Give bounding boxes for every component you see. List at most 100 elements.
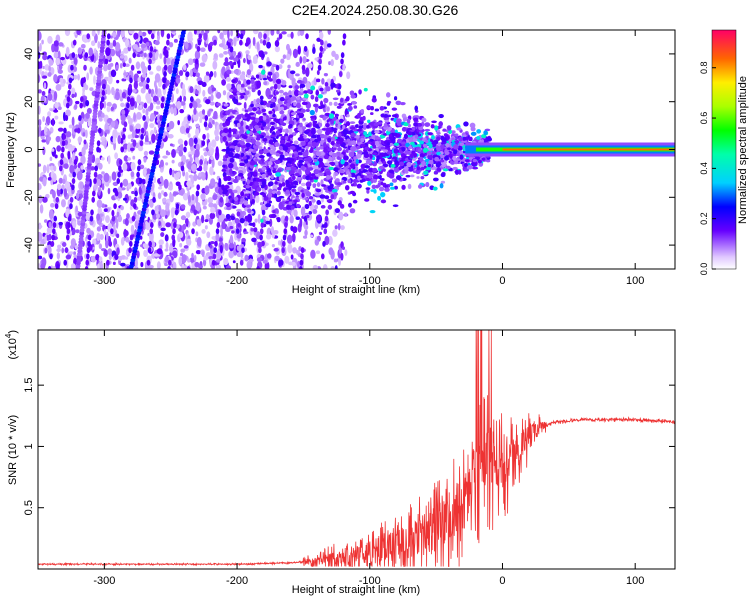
signal-cell — [298, 115, 304, 119]
signal-cell — [396, 138, 403, 144]
signal-cell — [411, 126, 416, 131]
signal-cell — [386, 142, 391, 146]
noise-cell — [103, 208, 108, 213]
signal-cell — [313, 103, 319, 108]
signal-cell — [304, 203, 310, 210]
noise-cell — [119, 182, 123, 188]
noise-cell — [61, 247, 65, 254]
signal-cell — [417, 184, 423, 189]
signal-cell — [318, 172, 325, 177]
noise-cell — [129, 205, 133, 211]
streak-cell — [73, 159, 78, 166]
signal-cell — [427, 163, 432, 168]
noise-cell — [163, 178, 169, 189]
signal-cell — [233, 57, 239, 62]
noise-cell — [111, 32, 117, 38]
signal-cell — [305, 191, 312, 197]
signal-cell — [346, 114, 350, 118]
x-tick-label: 100 — [626, 275, 644, 287]
noise-cell — [98, 213, 104, 217]
noise-cell — [165, 222, 171, 228]
spectrogram-y-label: Frequency (Hz) — [5, 112, 17, 188]
signal-cell — [333, 101, 338, 107]
noise-cell — [65, 109, 71, 117]
signal-cell — [404, 169, 409, 174]
signal-cell — [235, 228, 240, 234]
noise-cell — [160, 232, 165, 237]
signal-cell — [266, 61, 272, 67]
x-tick-label: -300 — [93, 275, 115, 287]
signal-cell — [281, 181, 286, 187]
noise-cell — [225, 76, 231, 82]
streak-cell — [69, 196, 74, 203]
streak-cell — [133, 196, 138, 203]
streak-cell — [69, 203, 73, 210]
signal-cell — [355, 124, 360, 129]
noise-cell — [330, 266, 335, 269]
signal-cell — [254, 181, 259, 186]
signal-cell — [349, 208, 356, 214]
signal-cell — [380, 181, 384, 186]
signal-cell — [309, 149, 314, 154]
streak-cell — [52, 228, 56, 235]
noise-cell — [202, 258, 207, 267]
noise-cell — [86, 72, 90, 81]
signal-cell — [447, 147, 451, 151]
noise-cell — [55, 57, 61, 66]
signal-cell — [242, 135, 248, 140]
noise-cell — [276, 30, 280, 35]
signal-cell — [323, 97, 329, 104]
streak-cell — [342, 33, 347, 40]
signal-cell — [352, 199, 358, 204]
noise-cell — [108, 125, 113, 130]
streak-cell — [197, 39, 202, 46]
noise-cell — [243, 101, 247, 111]
noise-cell — [226, 83, 232, 90]
streak-cell — [134, 190, 138, 197]
signal-cell — [253, 191, 260, 196]
streak-cell — [123, 121, 128, 128]
streak-cell — [106, 33, 111, 40]
noise-cell — [201, 81, 207, 88]
signal-cell — [240, 158, 245, 162]
signal-cell — [297, 151, 303, 156]
signal-cell — [263, 51, 268, 55]
noise-cell — [155, 105, 161, 110]
signal-cell — [342, 180, 347, 184]
noise-cell — [186, 238, 192, 246]
noise-cell — [266, 253, 272, 259]
noise-cell — [41, 39, 44, 45]
signal-cell — [452, 166, 458, 170]
noise-cell — [38, 183, 42, 191]
streak-cell — [81, 77, 86, 84]
signal-cell — [334, 113, 339, 117]
noise-cell — [47, 35, 53, 44]
signal-cell — [285, 179, 290, 185]
signal-cell — [445, 165, 451, 170]
signal-cell — [228, 162, 234, 169]
noise-cell — [205, 126, 209, 131]
streak-cell — [87, 240, 91, 247]
streak-cell — [118, 159, 123, 166]
noise-cell — [253, 99, 257, 106]
streak-cell — [132, 52, 137, 59]
noise-cell — [96, 199, 103, 209]
noise-cell — [160, 209, 166, 218]
signal-cell — [410, 141, 415, 146]
noise-cell — [100, 141, 106, 146]
noise-cell — [93, 183, 98, 190]
signal-cell — [469, 122, 476, 129]
noise-cell — [128, 195, 132, 201]
streak-cell — [66, 96, 71, 103]
signal-cell — [348, 173, 352, 178]
noise-cell — [98, 243, 103, 250]
noise-cell — [243, 121, 247, 132]
signal-cell — [340, 159, 345, 165]
noise-cell — [314, 57, 319, 61]
noise-cell — [85, 112, 90, 119]
signal-cell — [247, 107, 253, 112]
signal-cell — [281, 79, 287, 86]
signal-cell — [337, 147, 342, 152]
noise-cell — [86, 227, 91, 234]
signal-cell — [378, 121, 383, 125]
